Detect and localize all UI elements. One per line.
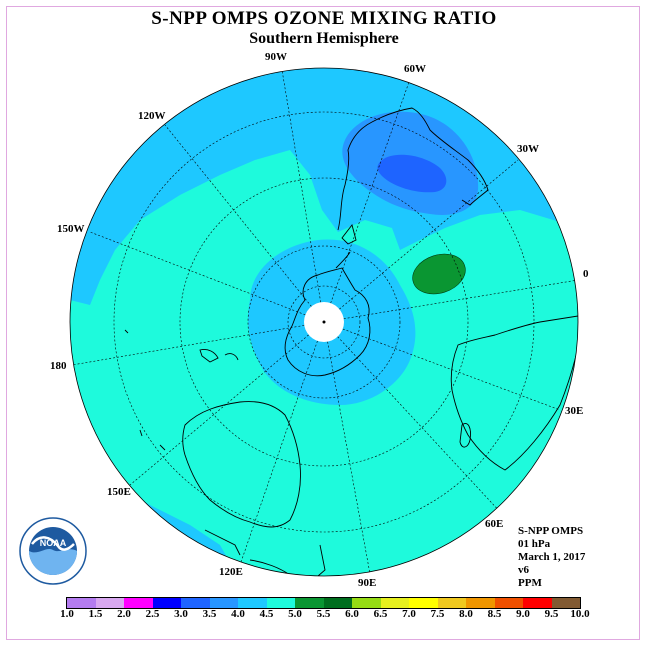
image-frame (6, 6, 640, 640)
color-scale-tick-label: 10.0 (570, 608, 590, 620)
info-date: March 1, 2017 (518, 551, 586, 563)
map-subtitle: Southern Hemisphere (249, 30, 399, 47)
noaa-logo: NOAA (19, 517, 87, 585)
lon-label-30w: 30W (517, 143, 539, 155)
color-scale-segment (238, 598, 267, 608)
color-scale-segment (181, 598, 210, 608)
color-scale-segment (95, 598, 124, 608)
color-scale-tick-label: 9.5 (544, 608, 559, 620)
color-scale-segment (209, 598, 238, 608)
lon-label-150e: 150E (107, 486, 131, 498)
color-scale-tick-label: 3.5 (202, 608, 217, 620)
map-info-block: S-NPP OMPS 01 hPa March 1, 2017 v6 PPM (518, 525, 585, 590)
info-units: PPM (518, 577, 542, 589)
color-scale-segment (352, 598, 381, 608)
africa-coast (450, 315, 578, 471)
color-scale-segment (67, 598, 96, 608)
color-scale-segment (523, 598, 552, 608)
color-scale-tick-label: 9.0 (516, 608, 530, 620)
lon-label-30e: 30E (565, 405, 584, 417)
color-scale-tick-label: 5.5 (316, 608, 331, 620)
info-level: 01 hPa (518, 538, 551, 550)
color-scale-segment (380, 598, 409, 608)
lon-label-120e: 120E (219, 566, 243, 578)
color-scale-tick-label: 4.5 (259, 608, 274, 620)
color-scale-segment (124, 598, 153, 608)
lon-label-90w: 90W (265, 51, 287, 63)
color-scale-tick-label: 1.0 (60, 608, 74, 620)
ozone-field-55-60 (412, 253, 466, 295)
australia-coast (182, 401, 301, 528)
latitude-grid (113, 111, 535, 533)
color-scale-segment (266, 598, 295, 608)
color-scale-tick-label: 5.0 (288, 608, 302, 620)
color-scale-segment (437, 598, 466, 608)
lon-label-180: 180 (50, 360, 67, 372)
lon-label-90e: 90E (358, 577, 377, 589)
lon-label-0: 0 (583, 268, 589, 280)
color-scale-segment (295, 598, 324, 608)
color-scale-tick-label: 3.0 (174, 608, 188, 620)
map-boundary (69, 67, 579, 577)
lon-label-120w: 120W (138, 110, 166, 122)
color-scale-tick-label: 6.0 (345, 608, 359, 620)
map-title: S-NPP OMPS OZONE MIXING RATIO (151, 8, 497, 29)
ozone-field-40-45 (70, 68, 578, 305)
lon-label-150w: 150W (57, 223, 85, 235)
color-scale-segment (466, 598, 495, 608)
color-scale-tick-label: 2.0 (117, 608, 131, 620)
south-america-coast (337, 107, 489, 231)
longitude-grid (71, 69, 578, 575)
south-pole-marker (322, 320, 326, 324)
color-scale-segment (494, 598, 523, 608)
noaa-logo-text: NOAA (40, 538, 67, 548)
coastlines (124, 107, 578, 576)
color-scale-tick-label: 1.5 (88, 608, 103, 620)
ozone-field-30-35 (377, 154, 447, 193)
color-scale-segment (409, 598, 438, 608)
color-scale-tick-label: 2.5 (145, 608, 160, 620)
color-scale-segment (323, 598, 352, 608)
color-scale-tick-label: 8.5 (487, 608, 502, 620)
color-scale-segment (551, 598, 580, 608)
info-instrument: S-NPP OMPS (518, 525, 584, 537)
lon-label-60e: 60E (485, 518, 504, 530)
color-scale-tick-label: 6.5 (373, 608, 388, 620)
antarctica-coast (284, 267, 371, 377)
color-scale-tick-label: 7.0 (402, 608, 416, 620)
lon-label-60w: 60W (404, 63, 426, 75)
info-version: v6 (518, 564, 529, 576)
color-scale-tick-label: 8.0 (459, 608, 473, 620)
color-scale-tick-label: 4.0 (231, 608, 245, 620)
color-scale-tick-label: 7.5 (430, 608, 445, 620)
color-scale-segment (152, 598, 181, 608)
color-scale-bar (66, 597, 581, 609)
